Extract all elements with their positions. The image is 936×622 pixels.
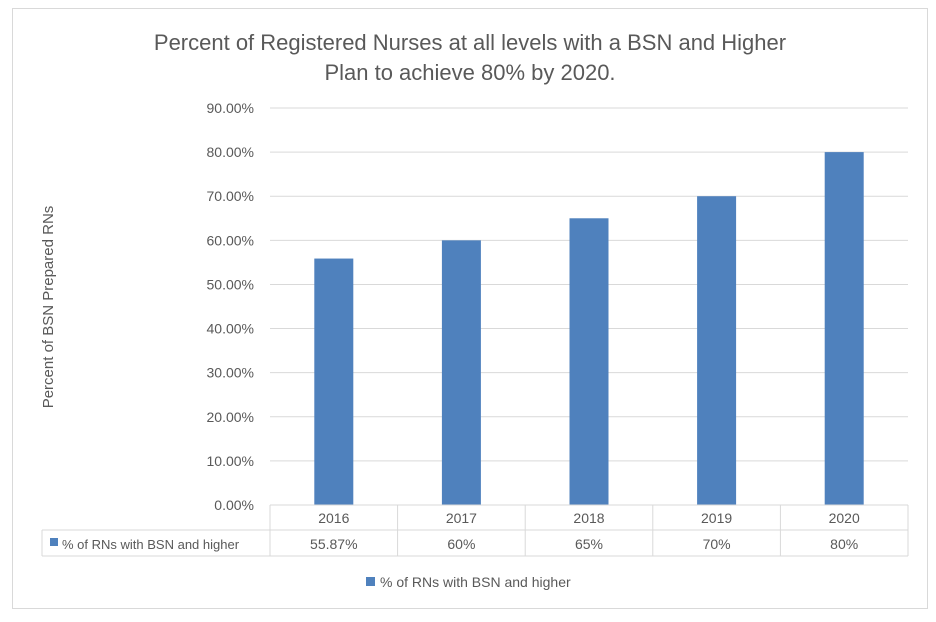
- x-tick-label: 2017: [446, 510, 477, 526]
- y-tick-label: 80.00%: [207, 144, 254, 160]
- chart-subtitle: Plan to achieve 80% by 2020.: [324, 60, 615, 85]
- table-legend-key: [50, 538, 58, 546]
- y-tick-label: 10.00%: [207, 453, 254, 469]
- data-label: 65%: [575, 536, 603, 552]
- y-tick-label: 30.00%: [207, 365, 254, 381]
- y-tick-label: 70.00%: [207, 188, 254, 204]
- data-label: 55.87%: [310, 536, 357, 552]
- x-tick-label: 2018: [573, 510, 604, 526]
- y-tick-label: 90.00%: [207, 100, 254, 116]
- bar: [314, 258, 354, 505]
- bar: [441, 240, 481, 506]
- y-tick-label: 50.00%: [207, 276, 254, 292]
- bars: [314, 152, 864, 506]
- legend-key: [366, 577, 375, 586]
- y-tick-label: 60.00%: [207, 232, 254, 248]
- y-tick-label: 20.00%: [207, 409, 254, 425]
- y-tick-label: 40.00%: [207, 321, 254, 337]
- data-label: 70%: [703, 536, 731, 552]
- bar: [824, 152, 864, 505]
- legend: % of RNs with BSN and higher: [366, 574, 571, 590]
- bar: [697, 196, 737, 505]
- x-tick-label: 2019: [701, 510, 732, 526]
- legend-label: % of RNs with BSN and higher: [380, 574, 571, 590]
- x-tick-label: 2016: [318, 510, 349, 526]
- y-axis-ticks: 0.00% 10.00% 20.00% 30.00% 40.00% 50.00% 60.00…: [207, 100, 254, 513]
- x-tick-label: 2020: [829, 510, 860, 526]
- bar: [569, 218, 609, 505]
- chart-title: Percent of Registered Nurses at all leve…: [154, 30, 786, 55]
- data-label: 80%: [830, 536, 858, 552]
- data-label: 60%: [447, 536, 475, 552]
- y-tick-label: 0.00%: [214, 497, 254, 513]
- y-axis-label: Percent of BSN Prepared RNs: [40, 206, 57, 409]
- data-table: 2016 55.87% 2017 60% 2018 65% 2019 70% 2020 80% % …: [41, 504, 909, 557]
- table-series-label: % of RNs with BSN and higher: [62, 537, 240, 552]
